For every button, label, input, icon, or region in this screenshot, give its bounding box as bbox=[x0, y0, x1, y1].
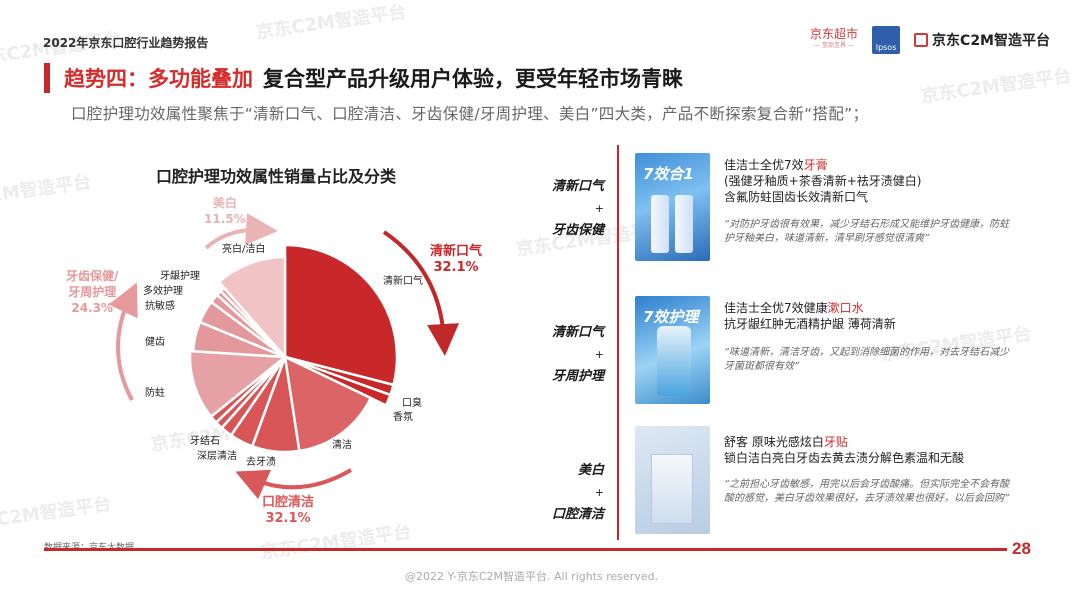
combo-plus: + bbox=[594, 348, 604, 361]
name-highlight: 漱口水 bbox=[827, 301, 864, 315]
combo-label-1: 清新口气 + 牙齿保健 bbox=[514, 176, 604, 242]
jd-supermarket-logo: 京东超市 — 至品至界 — bbox=[810, 28, 858, 52]
group-pct: 32.1% bbox=[265, 511, 311, 526]
product-name-3: 舒客 原味光感炫白牙贴 bbox=[724, 434, 848, 450]
whitening-strip-image bbox=[635, 426, 710, 534]
product-quote-1: “对防护牙齿很有效果，减少牙结石形成又能维护牙齿健康，防蛀护牙釉美白，味道清新，… bbox=[724, 219, 1010, 244]
desc-line: (强健牙釉质+茶香清新+祛牙渍健白) bbox=[724, 174, 922, 188]
toothpaste-image: 7效合1 bbox=[635, 153, 710, 261]
product-quote-2: “味道清新，清洁牙齿，又起到消除细菌的作用，对去牙结石减少牙菌斑都很有效” bbox=[724, 347, 1010, 372]
group-label-care: 牙齿保健/ 牙周护理 24.3% bbox=[66, 268, 118, 316]
trend-label: 趋势四：多功能叠加 bbox=[64, 67, 253, 91]
report-title: 2022年京东口腔行业趋势报告 bbox=[43, 36, 209, 50]
logo-bar: 京东超市 — 至品至界 — Ipsos 京东C2M智造平台 bbox=[810, 26, 1050, 54]
pie-slice bbox=[283, 243, 399, 387]
c2m-mark-icon bbox=[914, 33, 929, 47]
slice-label-fragrance: 香氛 bbox=[393, 412, 413, 423]
group-label-whitening: 美白 11.5% bbox=[204, 195, 246, 227]
headline: 趋势四：多功能叠加 复合型产品升级用户体验，更受年轻市场青睐 bbox=[44, 63, 683, 93]
combo-plus: + bbox=[594, 486, 604, 499]
slice-label-healthy: 健齿 bbox=[145, 337, 165, 348]
name-highlight: 牙贴 bbox=[823, 435, 848, 449]
watermark: 京东C2M智造平台 bbox=[919, 65, 1073, 108]
jd-supermarket-text: 京东超市 bbox=[810, 27, 859, 41]
white-arrow bbox=[204, 213, 278, 250]
pie-slice bbox=[188, 349, 289, 419]
combo-plus: + bbox=[594, 202, 604, 215]
pie-slices bbox=[188, 243, 399, 454]
product-quote-3: “之前担心牙齿敏感，用完以后会牙齿酸痛。但实际完全不会有酸酸的感觉，美白牙齿效果… bbox=[724, 479, 1010, 504]
name-highlight: 牙膏 bbox=[803, 158, 828, 172]
group-label-clean: 口腔清洁 32.1% bbox=[262, 495, 314, 527]
combo-top: 清新口气 bbox=[551, 179, 604, 194]
slice-label-multi: 多效护理 bbox=[143, 286, 183, 297]
slice-label-sensitive: 抗敏感 bbox=[145, 301, 175, 312]
slice-label-anticavity: 防蛀 bbox=[145, 388, 165, 399]
slice-label-fresh: 清新口气 bbox=[383, 276, 423, 287]
combo-bottom: 牙周护理 bbox=[551, 369, 604, 384]
tube-shape bbox=[651, 195, 669, 253]
image-tag: 7效合1 bbox=[643, 165, 694, 183]
bottle-shape bbox=[657, 326, 691, 396]
care-arrow bbox=[108, 282, 138, 401]
copyright: @2022 Y-京东C2M智造平台. All rights reserved. bbox=[405, 570, 659, 583]
ipsos-logo: Ipsos bbox=[872, 26, 901, 54]
clean-arrow bbox=[235, 468, 353, 500]
chart-title: 口腔护理功效属性销量占比及分类 bbox=[156, 167, 397, 186]
combo-top: 美白 bbox=[577, 463, 604, 478]
c2m-logo: 京东C2M智造平台 bbox=[914, 30, 1050, 50]
slice-label-whitening: 亮白/洁白 bbox=[222, 244, 266, 255]
group-name: 清新口气 bbox=[430, 244, 483, 259]
slice-label-deep-clean: 深层清洁 bbox=[197, 451, 237, 462]
group-pct: 32.1% bbox=[433, 260, 479, 275]
image-tag: 7效护理 bbox=[643, 308, 699, 326]
name-prefix: 舒客 原味光感炫白 bbox=[724, 435, 824, 449]
name-prefix: 佳洁士全优7效 bbox=[724, 158, 804, 172]
group-name: 口腔清洁 bbox=[262, 495, 315, 510]
desc-line: 抗牙龈红肿无酒精护龈 薄荷清新 bbox=[724, 317, 896, 331]
product-name-1: 佳洁士全优7效牙膏 bbox=[724, 157, 828, 173]
jd-supermarket-subtext: — 至品至界 — bbox=[814, 42, 854, 49]
combo-bottom: 牙齿保健 bbox=[551, 223, 604, 238]
combo-bottom: 口腔清洁 bbox=[551, 507, 604, 522]
tube-shape bbox=[675, 195, 693, 253]
product-desc-3: 锁白洁白亮白牙齿去黄去渍分解色素温和无酸 bbox=[724, 450, 964, 466]
ipsos-text: Ipsos bbox=[875, 43, 897, 52]
slice-label-tartar: 牙结石 bbox=[190, 436, 220, 447]
group-pct: 11.5% bbox=[204, 212, 246, 226]
slice-label-bad-breath: 口臭 bbox=[402, 398, 422, 409]
combo-label-2: 清新口气 + 牙周护理 bbox=[514, 322, 604, 388]
headline-accent-bar bbox=[44, 63, 50, 93]
fresh-arrow bbox=[382, 230, 460, 356]
group-label-fresh: 清新口气 32.1% bbox=[430, 244, 482, 276]
desc-line: 含氟防蛀固齿长效清新口气 bbox=[724, 190, 869, 204]
group-name-line2: 牙周护理 bbox=[68, 285, 117, 299]
box-shape bbox=[651, 454, 693, 524]
headline-title: 复合型产品升级用户体验，更受年轻市场青睐 bbox=[263, 67, 683, 91]
name-prefix: 佳洁士全优7效健康 bbox=[724, 301, 828, 315]
c2m-text: 京东C2M智造平台 bbox=[932, 33, 1050, 49]
combo-label-3: 美白 + 口腔清洁 bbox=[514, 460, 604, 526]
page-number: 28 bbox=[1012, 539, 1031, 558]
headline-subtitle: 口腔护理功效属性聚焦于“清新口气、口腔清洁、牙齿保健/牙周护理、美白”四大类，产… bbox=[71, 105, 869, 123]
pie-chart bbox=[108, 213, 460, 500]
group-name-line1: 牙齿保健/ bbox=[66, 269, 119, 283]
product-desc-2: 抗牙龈红肿无酒精护龈 薄荷清新 bbox=[724, 316, 896, 332]
slice-label-gum: 牙龈护理 bbox=[160, 271, 200, 282]
slice-label-stain: 去牙渍 bbox=[246, 457, 276, 468]
slice-label-clean: 清洁 bbox=[332, 440, 352, 451]
combo-top: 清新口气 bbox=[551, 325, 604, 340]
group-pct: 24.3% bbox=[71, 301, 114, 315]
data-source: 数据来源：京东大数据 bbox=[44, 540, 134, 553]
product-name-2: 佳洁士全优7效健康漱口水 bbox=[724, 300, 864, 316]
group-name: 美白 bbox=[212, 196, 237, 210]
pie-slice bbox=[217, 255, 287, 361]
product-desc-1: (强健牙釉质+茶香清新+祛牙渍健白) 含氟防蛀固齿长效清新口气 bbox=[724, 173, 921, 205]
desc-line: 锁白洁白亮白牙齿去黄去渍分解色素温和无酸 bbox=[724, 451, 965, 465]
footer-rule bbox=[44, 548, 1007, 551]
vertical-divider bbox=[617, 145, 619, 540]
mouthwash-image: 7效护理 bbox=[635, 296, 710, 404]
pie-slice bbox=[283, 354, 373, 453]
